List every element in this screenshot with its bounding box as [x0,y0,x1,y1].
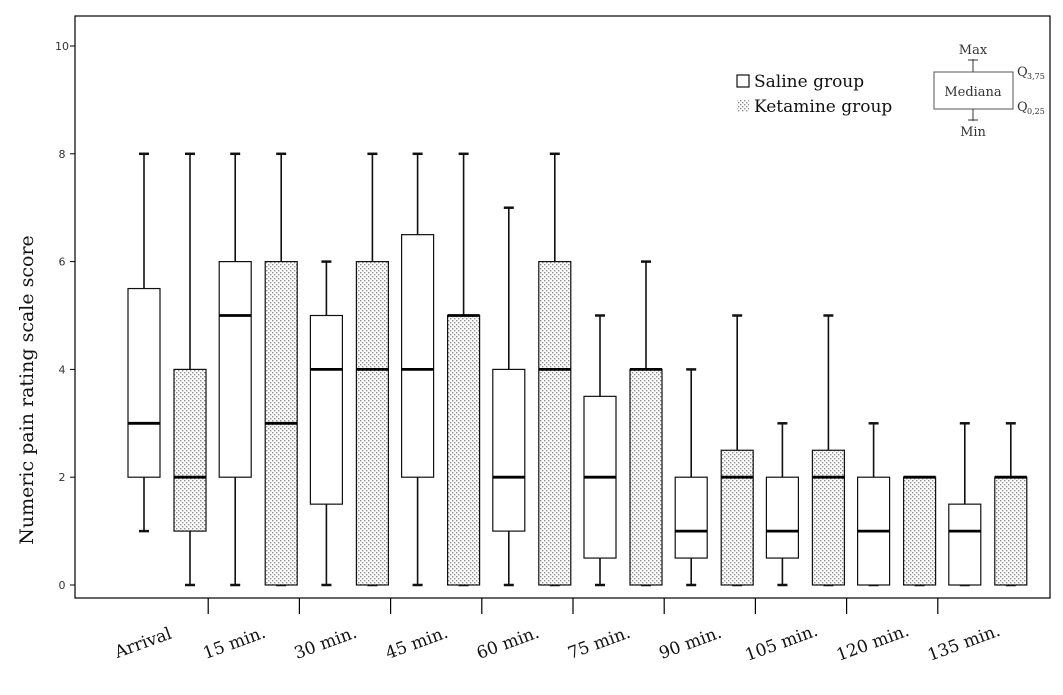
box-ketamine [173,152,207,587]
y-tick-label: 8 [59,148,66,161]
iqr-box [309,314,343,505]
x-tick-label: 15 min. [201,623,269,664]
legend-label-ketamine: Ketamine group [754,97,892,117]
box-saline [127,152,161,533]
box-saline [674,368,708,587]
box-ketamine [811,314,846,587]
y-tick-label: 4 [59,363,66,376]
iqr-box [765,476,800,559]
x-tick-label: 75 min. [565,623,633,664]
y-axis-label: Numeric pain rating scale score [16,235,38,545]
y-tick-label: 6 [59,256,66,269]
box-ketamine [720,314,754,587]
y-tick-label: 10 [55,40,69,53]
box-saline [401,152,435,587]
box-saline [492,206,526,587]
box-saline [583,314,617,587]
box-saline [765,422,800,587]
box-ketamine [264,152,298,587]
box-saline [218,152,252,587]
box-saline [309,260,343,587]
key-q-lower-label: Q [1017,100,1028,115]
box-saline [856,422,891,587]
y-axis-ticks: 0 2 4 6 8 10 [55,40,75,592]
box-ketamine [902,475,937,587]
legend: Saline group Ketamine group [736,72,892,117]
iqr-box [538,261,572,586]
box-ketamine [447,152,481,587]
x-tick-label: 90 min. [657,623,725,664]
iqr-box [994,476,1028,586]
key-min-label: Min [960,125,986,140]
legend-label-saline: Saline group [754,72,864,92]
key-q-upper-sub: 3,75 [1027,72,1045,81]
box-ketamine [994,422,1028,587]
boxplot-key: Max Mediana Min Q 3,75 Q 0,25 [933,43,1045,140]
iqr-box [173,368,207,532]
box-ketamine [538,152,572,587]
box-series [127,152,1028,587]
iqr-box [948,503,982,586]
x-axis-ticks: Arrival 15 min. 30 min. 45 min. 60 min. 75 mi… [111,598,1003,666]
x-tick-label: 135 min. [925,621,1003,666]
key-q-upper-label: Q [1017,65,1028,80]
iqr-box [720,449,754,586]
iqr-box [218,261,252,478]
iqr-box [811,449,846,586]
box-ketamine [629,260,663,587]
key-max-label: Max [959,43,988,58]
iqr-box [629,368,663,586]
x-tick-label: 60 min. [474,623,542,664]
legend-swatch-saline [736,74,750,88]
y-tick-label: 2 [59,471,66,484]
box-saline [948,422,982,587]
key-median-label: Mediana [944,85,1002,100]
key-q-lower-sub: 0,25 [1027,107,1045,116]
x-tick-label: Arrival [111,624,174,663]
x-tick-label: 120 min. [834,621,912,666]
iqr-box [492,368,526,532]
legend-swatch-ketamine [737,100,749,112]
iqr-box [127,287,161,478]
iqr-box [401,234,435,478]
iqr-box [355,261,389,586]
x-tick-label: 105 min. [743,621,821,666]
y-tick-label: 0 [59,579,66,592]
x-tick-label: 30 min. [292,623,360,664]
iqr-box [674,476,708,559]
box-ketamine [355,152,389,587]
x-tick-label: 45 min. [383,623,451,664]
iqr-box [902,476,937,586]
iqr-box [447,314,481,586]
plot-frame [74,15,1051,599]
